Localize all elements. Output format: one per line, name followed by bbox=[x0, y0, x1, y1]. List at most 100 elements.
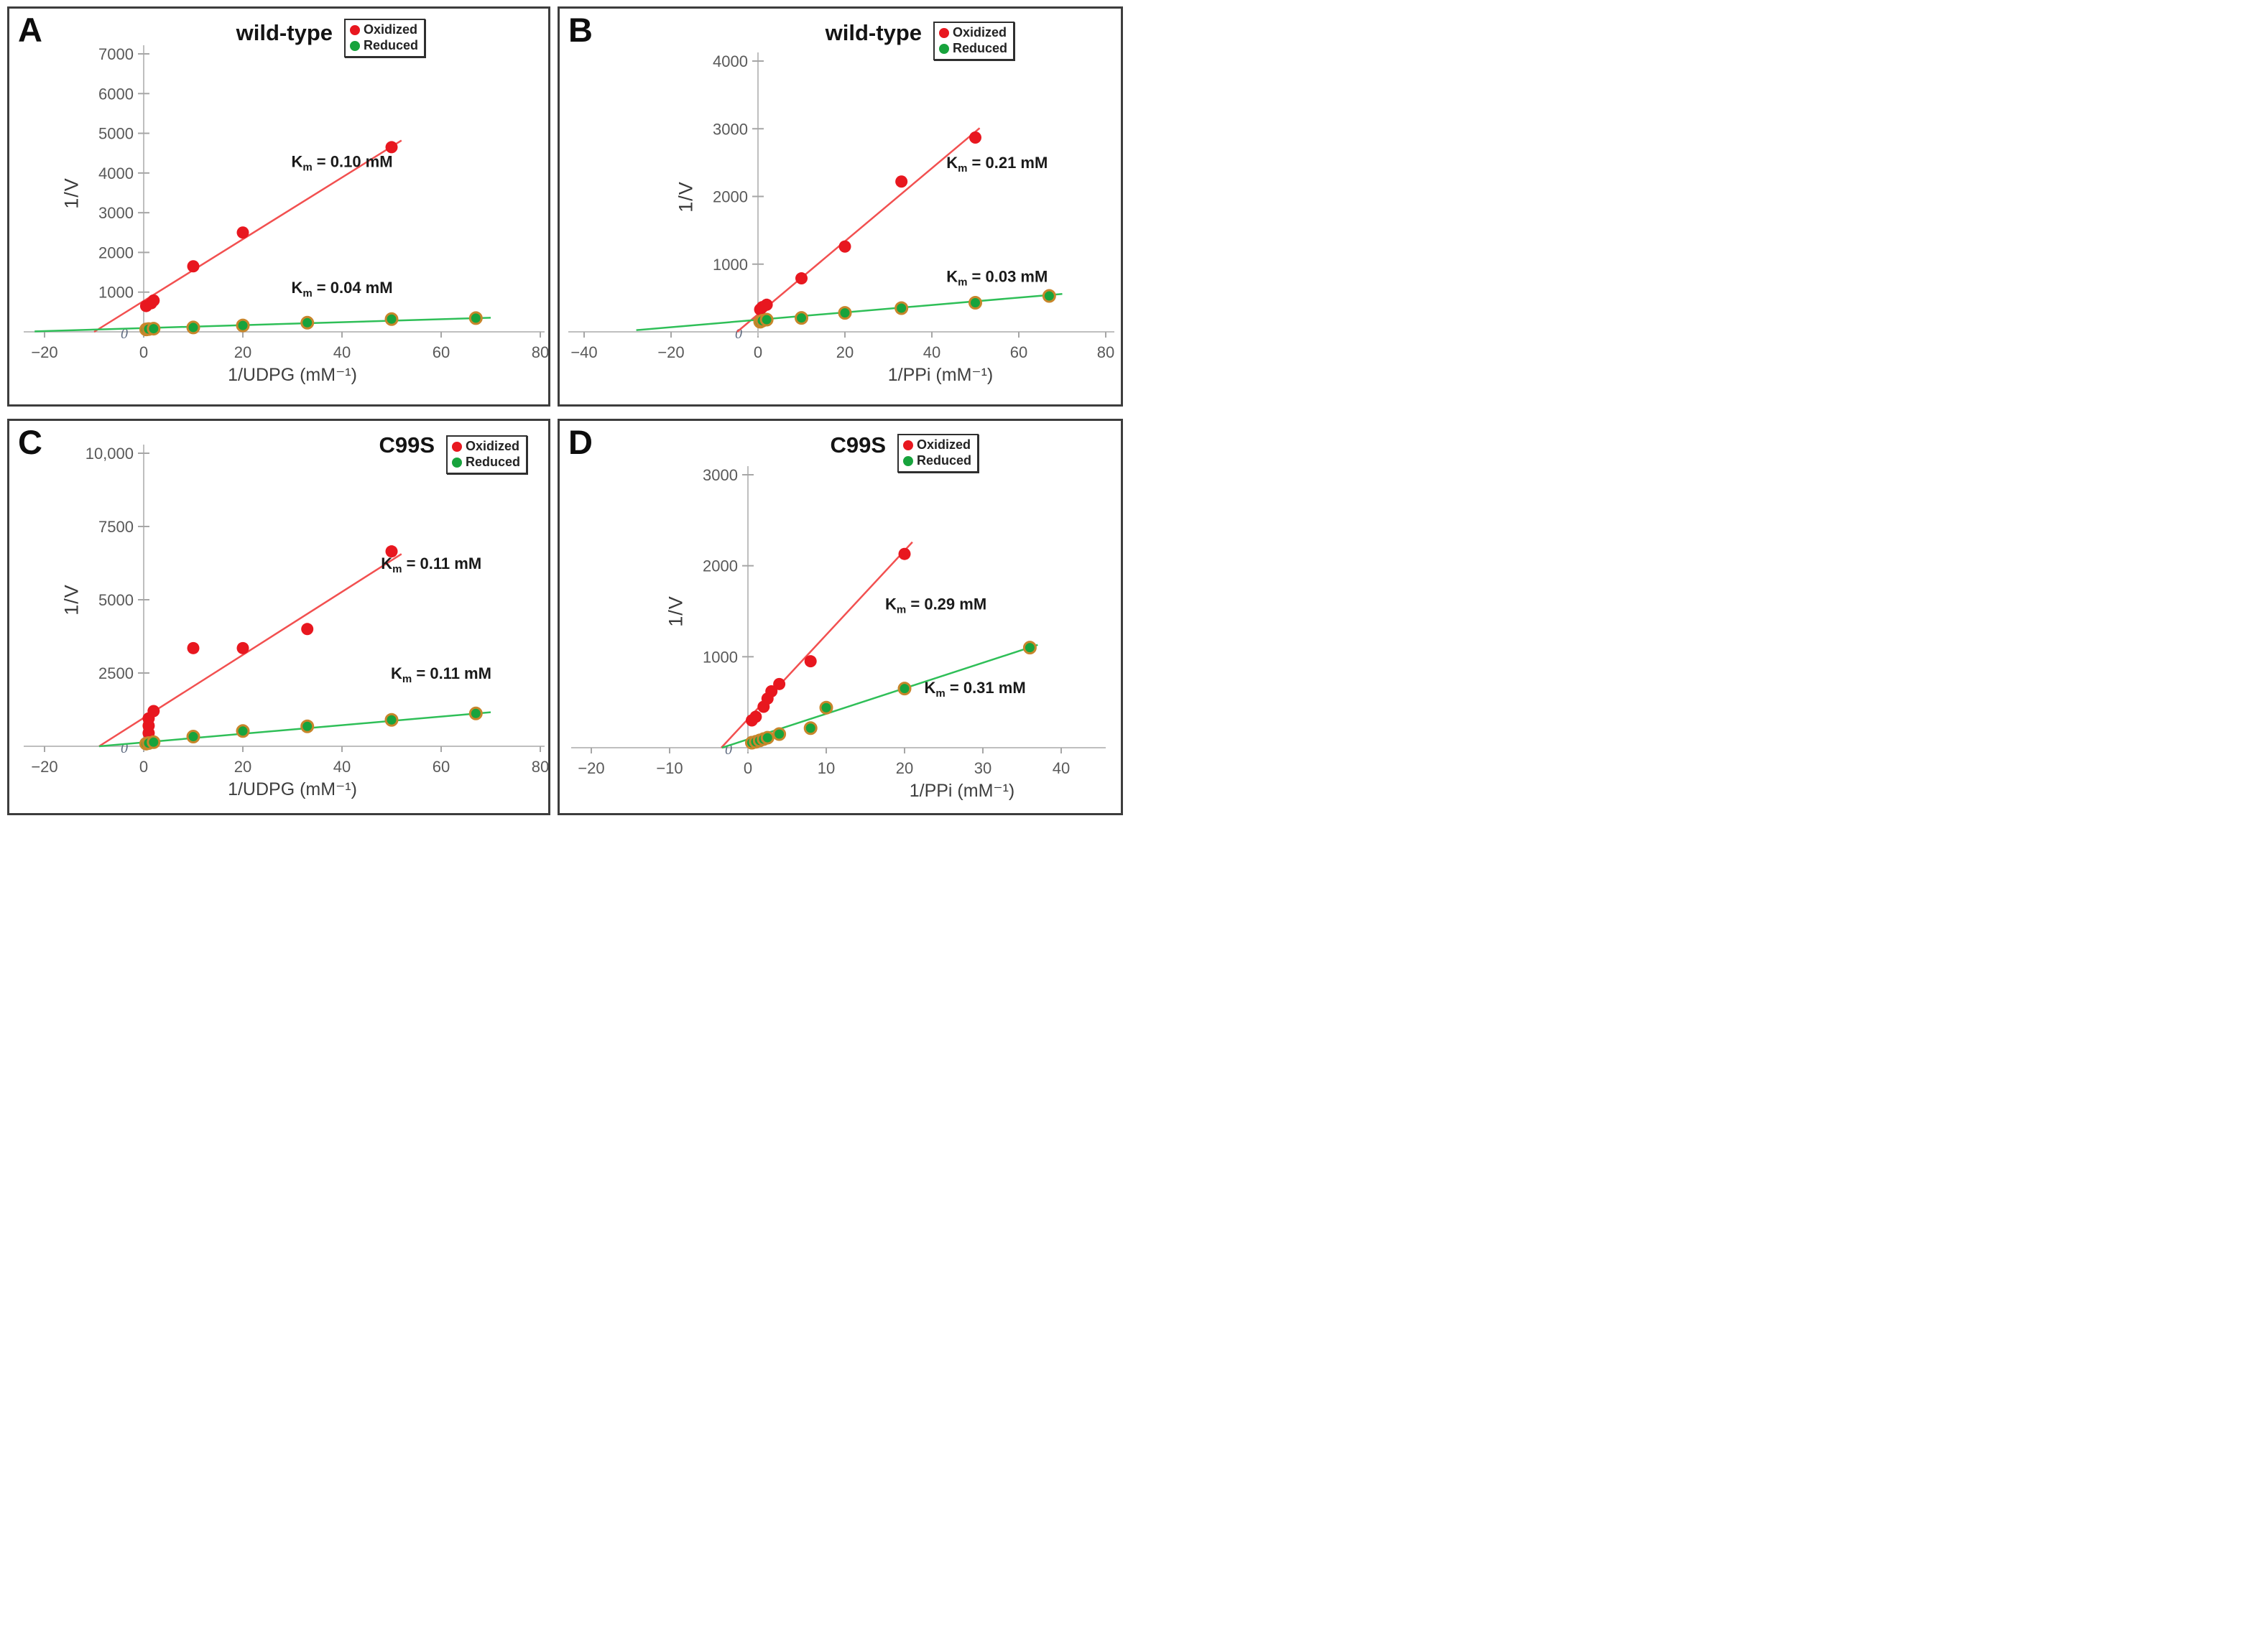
svg-text:0: 0 bbox=[121, 326, 128, 342]
svg-text:60: 60 bbox=[433, 758, 450, 776]
svg-text:0: 0 bbox=[744, 759, 752, 777]
oxidized-dot-icon bbox=[452, 441, 462, 452]
panel-d-c99s-ppi: D C99S Oxidized Reduced 1/V −20 −10 0 10 20 3… bbox=[558, 419, 1123, 815]
svg-text:40: 40 bbox=[333, 343, 351, 361]
svg-text:3000: 3000 bbox=[703, 466, 738, 484]
svg-text:−20: −20 bbox=[657, 343, 684, 361]
svg-text:Km = 0.21 mM: Km = 0.21 mM bbox=[946, 154, 1048, 175]
svg-text:Km = 0.11 mM: Km = 0.11 mM bbox=[391, 664, 491, 685]
panel-letter: C bbox=[18, 423, 42, 461]
svg-text:2000: 2000 bbox=[98, 243, 134, 261]
svg-text:40: 40 bbox=[1053, 759, 1070, 777]
legend-label: Reduced bbox=[953, 41, 1008, 55]
reduced-dot-icon bbox=[903, 455, 913, 466]
panel-title: wild-type bbox=[825, 20, 922, 45]
svg-text:−40: −40 bbox=[570, 343, 597, 361]
svg-text:80: 80 bbox=[1097, 343, 1114, 361]
legend-item-reduced: Reduced bbox=[452, 455, 520, 470]
svg-text:Km = 0.29 mM: Km = 0.29 mM bbox=[885, 595, 986, 616]
reduced-dot-icon bbox=[350, 40, 360, 51]
svg-text:4000: 4000 bbox=[713, 52, 748, 70]
panel-a-wildtype-udpg: A wild-type Oxidized Reduced 1/V −20 0 20 4… bbox=[7, 6, 550, 407]
svg-text:7000: 7000 bbox=[98, 45, 134, 63]
legend-label: Oxidized bbox=[953, 25, 1007, 40]
plot-area: −20 −10 0 10 20 30 40 3000 2000 1000 0 1/PPi (mM⁻¹)… bbox=[571, 466, 1106, 801]
legend-box: Oxidized Reduced bbox=[897, 434, 979, 473]
y-axis-title: 1/V bbox=[60, 177, 83, 209]
svg-text:5000: 5000 bbox=[98, 591, 134, 609]
svg-text:3000: 3000 bbox=[98, 204, 134, 222]
svg-text:2000: 2000 bbox=[713, 188, 748, 206]
legend-label: Reduced bbox=[917, 453, 972, 468]
legend-box: Oxidized Reduced bbox=[933, 22, 1015, 60]
legend-item-oxidized: Oxidized bbox=[452, 439, 520, 454]
svg-text:20: 20 bbox=[234, 343, 251, 361]
svg-text:Km = 0.03 mM: Km = 0.03 mM bbox=[946, 267, 1048, 288]
svg-text:10: 10 bbox=[818, 759, 835, 777]
svg-text:Km = 0.11 mM: Km = 0.11 mM bbox=[381, 554, 481, 575]
svg-text:60: 60 bbox=[433, 343, 450, 361]
oxidized-dot-icon bbox=[939, 27, 949, 38]
svg-text:0: 0 bbox=[725, 742, 732, 758]
svg-text:80: 80 bbox=[532, 343, 548, 361]
reduced-dot-icon bbox=[939, 43, 949, 54]
reduced-dot-icon bbox=[452, 457, 462, 468]
panel-c-c99s-udpg: C C99S Oxidized Reduced 1/V −20 0 20 40 60 80… bbox=[7, 419, 550, 815]
svg-text:2000: 2000 bbox=[703, 557, 738, 575]
svg-text:0: 0 bbox=[121, 741, 128, 756]
svg-text:6000: 6000 bbox=[98, 85, 134, 103]
svg-text:1000: 1000 bbox=[703, 648, 738, 666]
svg-text:−20: −20 bbox=[31, 343, 57, 361]
svg-text:Km = 0.04 mM: Km = 0.04 mM bbox=[291, 279, 392, 300]
svg-text:0: 0 bbox=[735, 326, 742, 342]
svg-text:80: 80 bbox=[532, 758, 548, 776]
svg-text:0: 0 bbox=[139, 343, 148, 361]
y-axis-title: 1/V bbox=[665, 595, 687, 627]
legend-label: Oxidized bbox=[364, 22, 418, 37]
svg-text:−20: −20 bbox=[31, 758, 57, 776]
legend-box: Oxidized Reduced bbox=[446, 435, 528, 474]
svg-text:1000: 1000 bbox=[713, 256, 748, 274]
legend-item-oxidized: Oxidized bbox=[903, 437, 971, 453]
svg-text:20: 20 bbox=[234, 758, 251, 776]
svg-text:3000: 3000 bbox=[713, 120, 748, 138]
svg-text:30: 30 bbox=[974, 759, 991, 777]
svg-text:40: 40 bbox=[923, 343, 940, 361]
svg-text:20: 20 bbox=[896, 759, 913, 777]
svg-text:−20: −20 bbox=[578, 759, 604, 777]
legend-label: Oxidized bbox=[466, 439, 520, 453]
plot-area: −40 −20 0 20 40 60 80 4000 3000 2000 1000 0 1/PPi (m… bbox=[568, 52, 1114, 385]
legend-item-reduced: Reduced bbox=[903, 453, 971, 468]
legend-item-oxidized: Oxidized bbox=[350, 22, 418, 37]
legend-label: Reduced bbox=[364, 38, 419, 52]
svg-text:60: 60 bbox=[1010, 343, 1027, 361]
legend-item-reduced: Reduced bbox=[350, 38, 418, 53]
y-axis-title: 1/V bbox=[60, 584, 83, 616]
legend-item-reduced: Reduced bbox=[939, 41, 1007, 56]
svg-text:1/PPi (mM⁻¹): 1/PPi (mM⁻¹) bbox=[910, 781, 1015, 801]
svg-text:−10: −10 bbox=[656, 759, 683, 777]
panel-title: wild-type bbox=[236, 20, 333, 45]
svg-text:20: 20 bbox=[836, 343, 854, 361]
panel-title: C99S bbox=[379, 432, 435, 458]
svg-text:Km = 0.10 mM: Km = 0.10 mM bbox=[291, 153, 392, 174]
legend-label: Reduced bbox=[466, 455, 521, 469]
svg-text:10,000: 10,000 bbox=[85, 445, 134, 463]
legend-item-oxidized: Oxidized bbox=[939, 25, 1007, 40]
panel-letter: B bbox=[568, 11, 593, 49]
four-panel-lineweaver-burk-figure: A wild-type Oxidized Reduced 1/V −20 0 20 4… bbox=[0, 0, 1128, 826]
panel-letter: D bbox=[568, 423, 593, 461]
svg-text:4000: 4000 bbox=[98, 164, 134, 182]
svg-text:7500: 7500 bbox=[98, 518, 134, 536]
svg-text:5000: 5000 bbox=[98, 125, 134, 143]
svg-text:1/PPi (mM⁻¹): 1/PPi (mM⁻¹) bbox=[888, 365, 994, 385]
legend-label: Oxidized bbox=[917, 437, 971, 452]
oxidized-dot-icon bbox=[903, 440, 913, 450]
y-axis-title: 1/V bbox=[675, 180, 697, 213]
svg-text:2500: 2500 bbox=[98, 664, 134, 682]
panel-b-wildtype-ppi: B wild-type Oxidized Reduced 1/V −40 −20 0… bbox=[558, 6, 1123, 407]
plot-area: −20 0 20 40 60 80 7000 6000 5000 4000 3000 2000 1000… bbox=[24, 45, 548, 385]
svg-text:1000: 1000 bbox=[98, 284, 134, 302]
panel-letter: A bbox=[18, 11, 42, 49]
panel-title: C99S bbox=[830, 432, 886, 458]
